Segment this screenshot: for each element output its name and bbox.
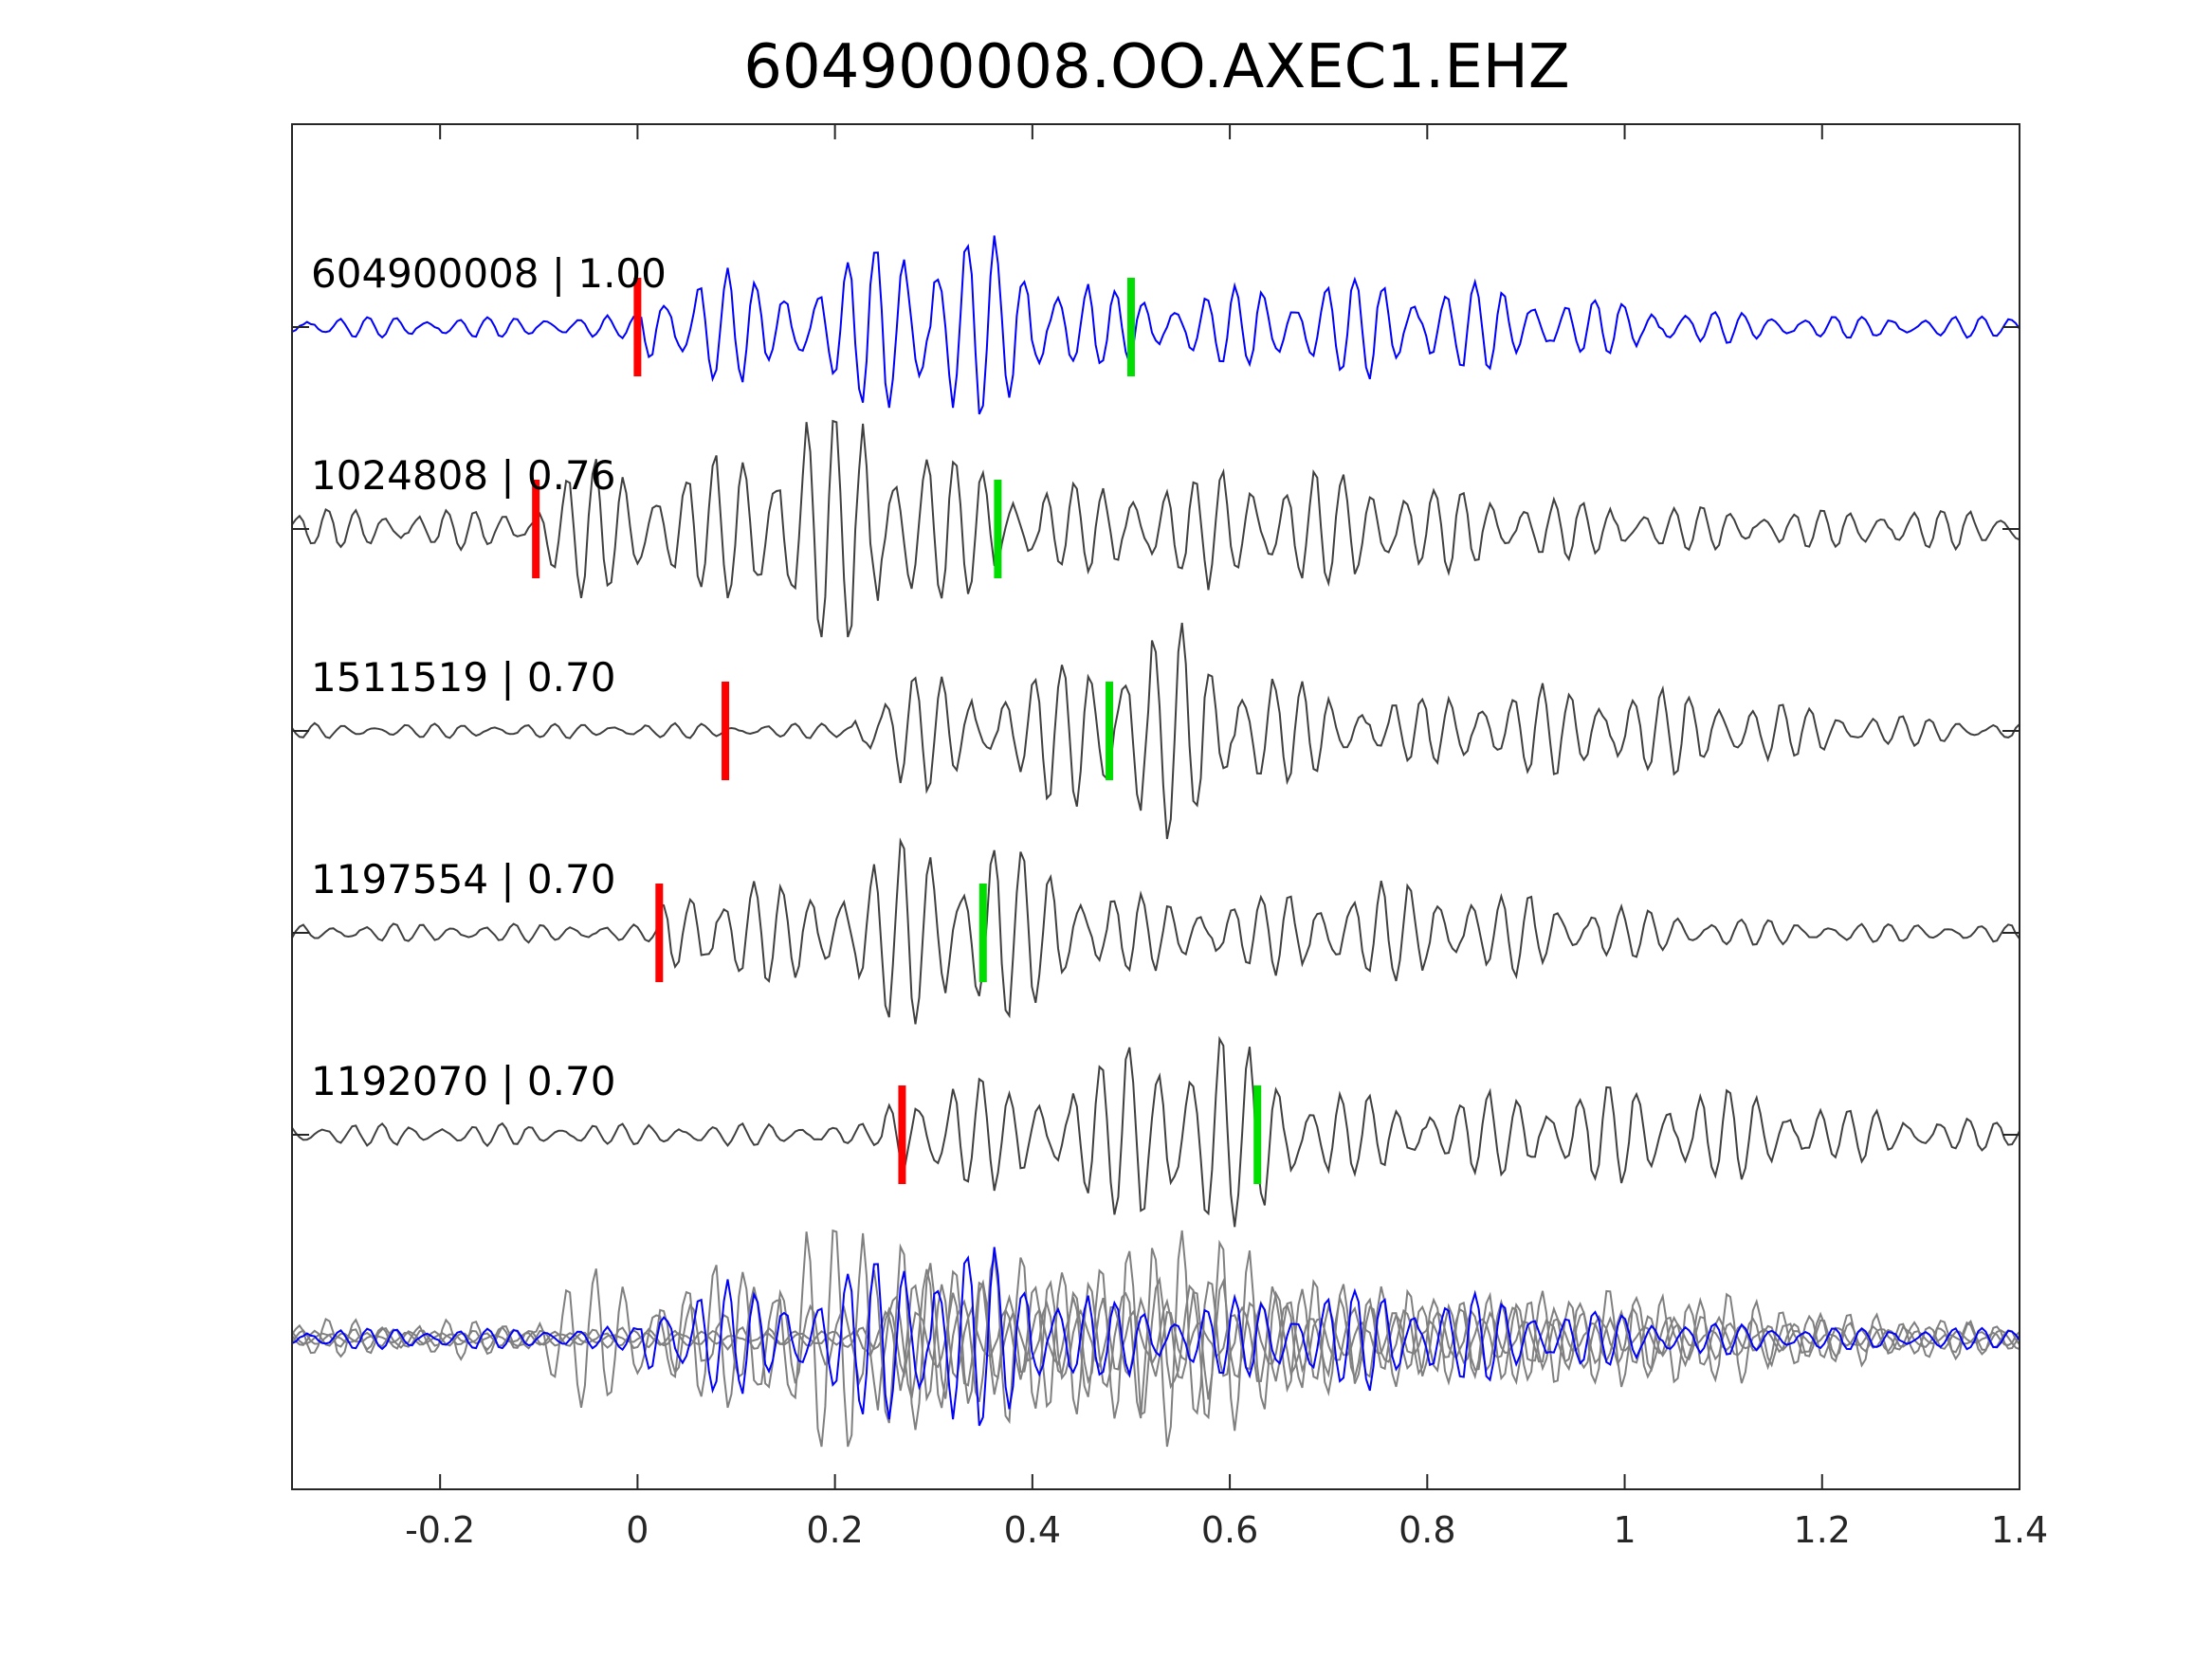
stack-trace-neighbor xyxy=(291,1243,2020,1431)
trace-1024808 xyxy=(291,419,2020,638)
trace-label: 1192070 | 0.70 xyxy=(311,1058,615,1104)
stack-trace-neighbor xyxy=(291,1239,2020,1431)
stacked-overlay xyxy=(291,1229,2020,1448)
x-tick-label: 0.4 xyxy=(1004,1509,1061,1551)
x-tick-label: 1 xyxy=(1613,1509,1636,1551)
trace-label: 1197554 | 0.70 xyxy=(311,856,615,902)
x-tick-label: -0.2 xyxy=(405,1509,475,1551)
phase-picks xyxy=(532,278,1262,1184)
trace-label: 1511519 | 0.70 xyxy=(311,654,615,701)
trace-604900008 xyxy=(291,235,2020,415)
trace-label: 1024808 | 0.76 xyxy=(311,452,615,499)
chart-title: 604900008.OO.AXEC1.EHZ xyxy=(743,32,1570,102)
axes-box xyxy=(291,123,2020,1490)
x-tick-label: 1.4 xyxy=(1991,1509,2048,1551)
x-tick-label: 0.2 xyxy=(806,1509,863,1551)
trace-1192070 xyxy=(291,1035,2020,1228)
x-tick-label: 0.6 xyxy=(1201,1509,1258,1551)
x-tick-label: 0.8 xyxy=(1398,1509,1455,1551)
trace-label: 604900008 | 1.00 xyxy=(311,250,667,297)
stack-trace-template xyxy=(291,1247,2020,1427)
stack-trace-neighbor xyxy=(291,1229,2020,1448)
trace-1511519 xyxy=(291,622,2020,840)
trace-baseline-ticks xyxy=(292,326,2020,1136)
x-axis-ticks: -0.2 0 0.2 0.4 0.6 0.8 1 1.2 1.4 xyxy=(405,124,2048,1551)
trace-1197554 xyxy=(291,837,2020,1025)
x-tick-label: 1.2 xyxy=(1794,1509,1851,1551)
x-tick-label: 0 xyxy=(626,1509,649,1551)
trace-labels: 604900008 | 1.00 1024808 | 0.76 1511519 | … xyxy=(311,250,667,1104)
trace-group xyxy=(291,235,2020,1228)
